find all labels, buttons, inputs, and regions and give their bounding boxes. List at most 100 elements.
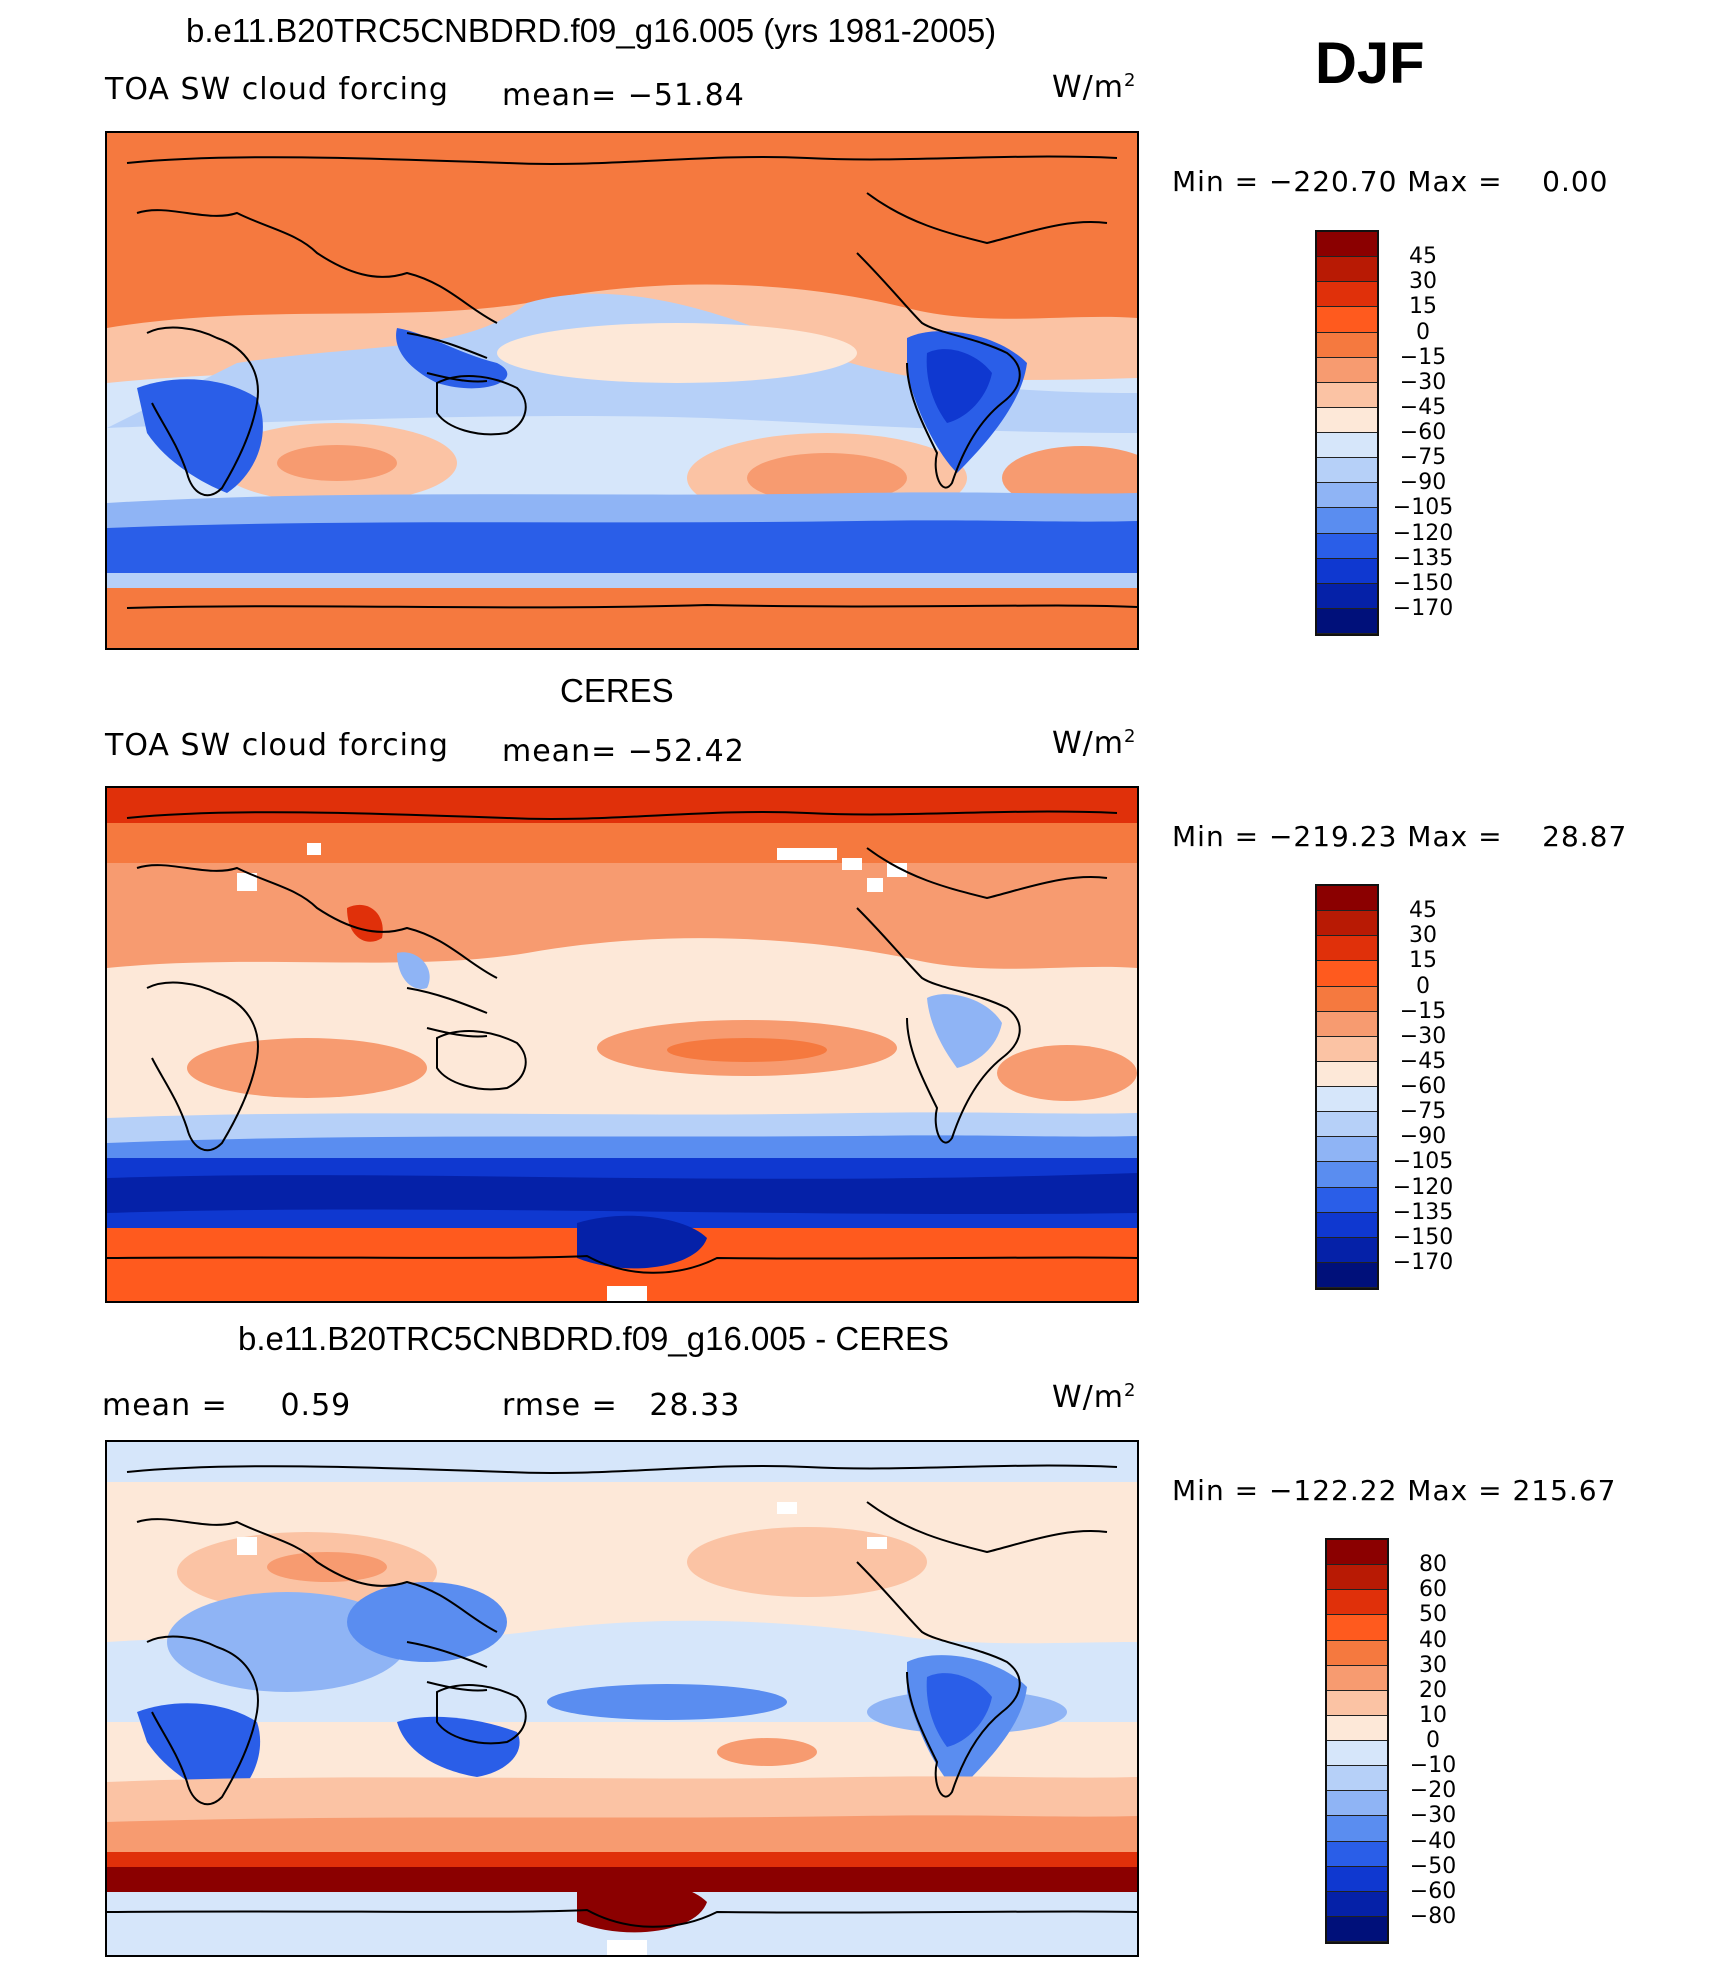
colorbar-segment [1317, 936, 1377, 962]
colorbar-segment [1317, 1262, 1377, 1288]
panel1-title: b.e11.B20TRC5CNBDRD.f09_g16.005 (yrs 198… [186, 12, 997, 49]
colorbar-tick-label: −150 [1392, 1224, 1454, 1250]
colorbar-tick-label: 30 [1409, 269, 1437, 295]
colorbar-tick-label: −90 [1399, 1124, 1447, 1150]
panel3-map [105, 1440, 1139, 1957]
colorbar-tick-label: −150 [1392, 570, 1454, 596]
colorbar-segment [1327, 1741, 1387, 1767]
colorbar-segment [1317, 1137, 1377, 1163]
colorbar-tick-label: −30 [1409, 1803, 1457, 1829]
colorbar-segment [1327, 1565, 1387, 1591]
colorbar-tick-label: −60 [1399, 1074, 1447, 1099]
colorbar-tick-label: 60 [1419, 1577, 1447, 1603]
colorbar-tick-label: 45 [1409, 898, 1437, 924]
colorbar-tick-label: −80 [1409, 1903, 1457, 1929]
colorbar-tick-label: −50 [1409, 1853, 1457, 1879]
colorbar-segment [1317, 332, 1377, 358]
colorbar-segment [1317, 1036, 1377, 1062]
panel3-rmse: rmse = 28.33 [502, 1388, 741, 1423]
colorbar-tick-label: −105 [1392, 1149, 1454, 1175]
panel3-units: W/m2 [1052, 1380, 1137, 1415]
colorbar-tick-label: −15 [1399, 998, 1447, 1024]
colorbar-segment [1317, 608, 1377, 634]
colorbar-segment [1317, 1162, 1377, 1188]
colorbar-segment [1317, 1112, 1377, 1138]
colorbar-segment [1317, 232, 1377, 258]
colorbar-segment [1317, 558, 1377, 584]
colorbar-tick-label: −135 [1392, 1199, 1454, 1225]
panel2-variable-label: TOA SW cloud forcing [105, 728, 449, 763]
colorbar-segment [1317, 407, 1377, 433]
colorbar-tick-label: 15 [1409, 294, 1437, 320]
colorbar-tick-label: −15 [1399, 344, 1447, 370]
colorbar-segment [1317, 357, 1377, 383]
colorbar-tick-label: −90 [1399, 470, 1447, 496]
colorbar-segment [1327, 1791, 1387, 1817]
colorbar-segment [1317, 1237, 1377, 1263]
panel1-variable-label: TOA SW cloud forcing [105, 72, 449, 107]
colorbar-tick-label: 50 [1419, 1602, 1447, 1628]
colorbar-tick-label: 45 [1409, 244, 1437, 270]
panel1-map-svg [107, 133, 1137, 648]
colorbar-tick-label: −40 [1409, 1828, 1457, 1854]
colorbar-tick-label: −120 [1392, 1174, 1454, 1200]
colorbar-tick-label: −135 [1392, 545, 1454, 571]
colorbar-tick-label: −20 [1409, 1778, 1457, 1804]
colorbar-tick-label: −105 [1392, 495, 1454, 521]
colorbar-tick-label: −120 [1392, 520, 1454, 546]
panel3-minmax: Min = −122.22 Max = 215.67 [1172, 1474, 1617, 1507]
colorbar-segment [1327, 1841, 1387, 1867]
colorbar-segment [1317, 961, 1377, 987]
colorbar-segment [1317, 458, 1377, 484]
colorbar-segment [1327, 1665, 1387, 1691]
colorbar-segment [1327, 1816, 1387, 1842]
panel2-title: CERES [560, 672, 674, 709]
colorbar-segment [1317, 257, 1377, 283]
panel2-mean: mean= −52.42 [502, 734, 745, 769]
panel3-mean: mean = 0.59 [102, 1388, 352, 1423]
colorbar-segment [1327, 1690, 1387, 1716]
colorbar-segment [1327, 1715, 1387, 1741]
panel3-colorbar [1325, 1538, 1389, 1944]
panel1-mean: mean= −51.84 [502, 78, 745, 113]
panel1-minmax: Min = −220.70 Max = 0.00 [1172, 165, 1609, 198]
colorbar-tick-label: −45 [1399, 1048, 1447, 1074]
colorbar-tick-label: 0 [1416, 319, 1430, 345]
colorbar-tick-label: −170 [1392, 595, 1454, 621]
colorbar-tick-label: 40 [1419, 1627, 1447, 1653]
colorbar-segment [1317, 1087, 1377, 1113]
colorbar-tick-label: −60 [1399, 420, 1447, 445]
colorbar-tick-label: −75 [1399, 445, 1447, 471]
panel2-minmax: Min = −219.23 Max = 28.87 [1172, 820, 1628, 853]
colorbar-segment [1317, 1061, 1377, 1087]
colorbar-segment [1327, 1916, 1387, 1942]
colorbar-segment [1317, 1011, 1377, 1037]
colorbar-segment [1317, 282, 1377, 308]
colorbar-tick-label: −10 [1409, 1753, 1457, 1779]
colorbar-segment [1317, 533, 1377, 559]
colorbar-tick-label: 80 [1419, 1552, 1447, 1578]
panel1-colorbar [1315, 230, 1379, 636]
colorbar-tick-label: 10 [1419, 1702, 1447, 1728]
panel1-units: W/m2 [1052, 70, 1137, 105]
colorbar-segment [1317, 911, 1377, 937]
panel2-colorbar [1315, 884, 1379, 1290]
panel2-units: W/m2 [1052, 726, 1137, 761]
colorbar-tick-label: −45 [1399, 394, 1447, 420]
colorbar-segment [1317, 433, 1377, 459]
colorbar-segment [1317, 307, 1377, 333]
colorbar-tick-label: 15 [1409, 948, 1437, 974]
colorbar-tick-label: −60 [1409, 1878, 1457, 1904]
colorbar-tick-label: −30 [1399, 1023, 1447, 1049]
colorbar-segment [1327, 1615, 1387, 1641]
season-label: DJF [1315, 31, 1425, 96]
panel1-map [105, 131, 1139, 650]
panel2-map [105, 786, 1139, 1303]
colorbar-segment [1327, 1766, 1387, 1792]
colorbar-segment [1317, 508, 1377, 534]
colorbar-tick-label: 0 [1426, 1728, 1440, 1753]
colorbar-segment [1327, 1540, 1387, 1566]
colorbar-tick-label: 30 [1419, 1652, 1447, 1678]
colorbar-segment [1327, 1640, 1387, 1666]
panel3-title: b.e11.B20TRC5CNBDRD.f09_g16.005 - CERES [238, 1320, 950, 1357]
